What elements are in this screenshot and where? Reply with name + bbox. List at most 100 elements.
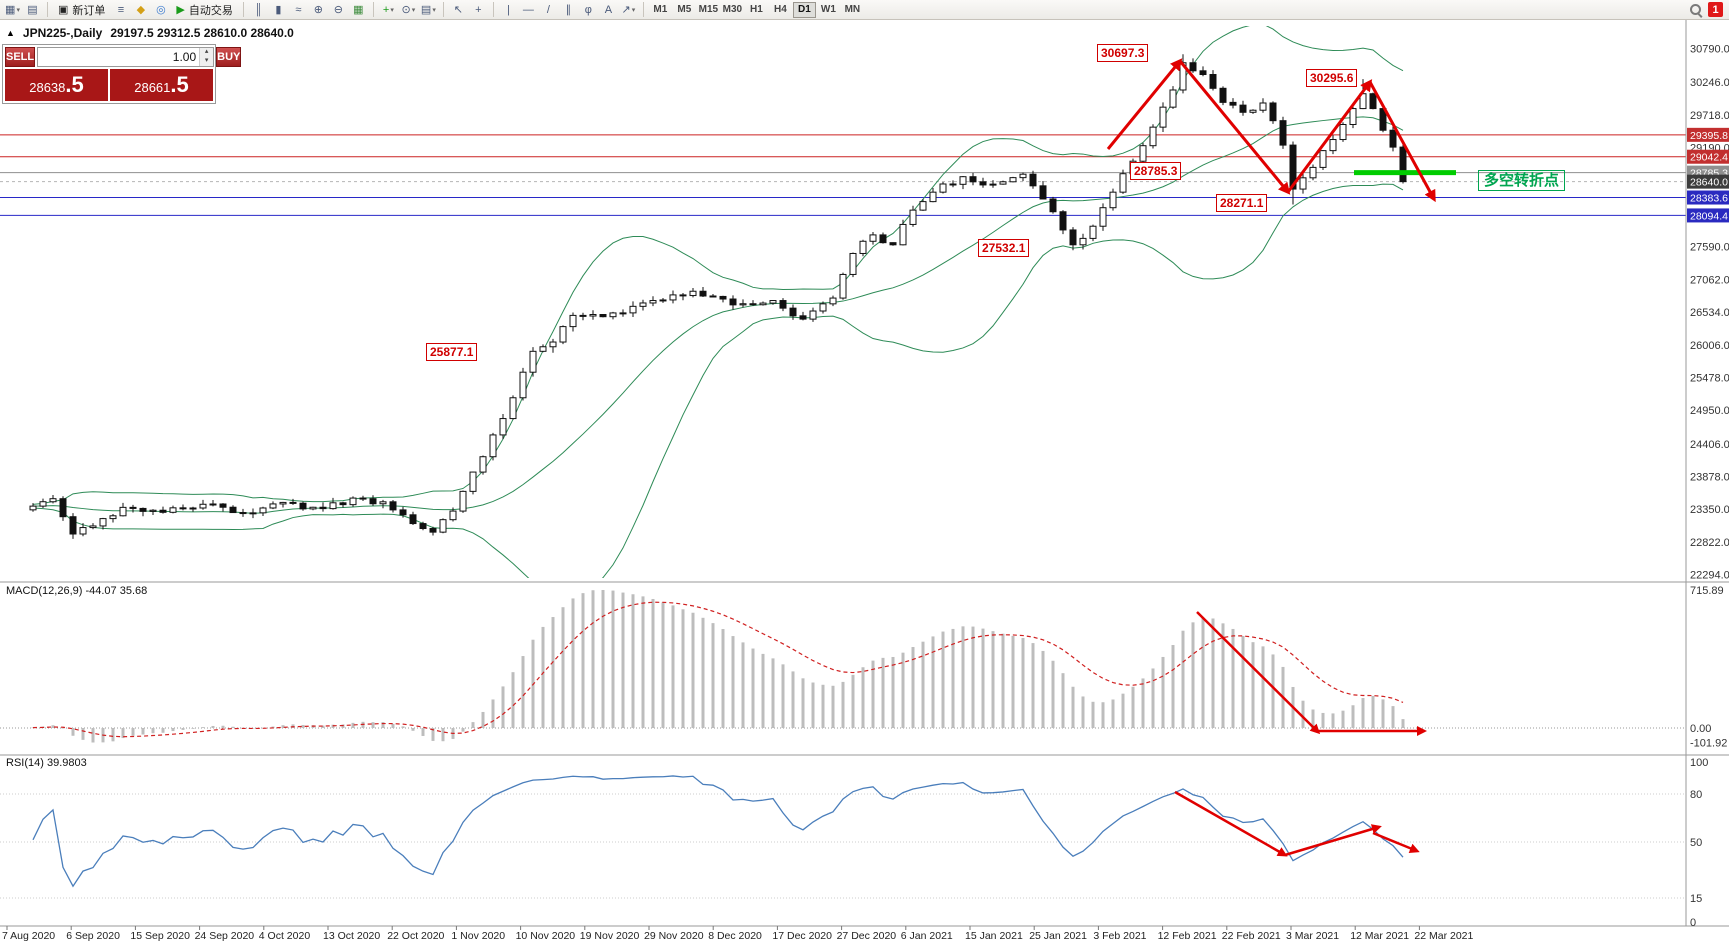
zoom-in-glyph: ⊕ <box>313 4 323 16</box>
periods-glyph: ⊙ <box>401 4 411 16</box>
date-label: 19 Nov 2020 <box>580 930 640 942</box>
arrows-tool-icon[interactable]: ↗ ▾ <box>619 1 638 18</box>
notification-badge[interactable]: 1 <box>1708 2 1723 17</box>
toolbar-separator <box>442 2 444 17</box>
autotrading-button[interactable]: ▶ 自动交易 <box>171 1 237 18</box>
metaeditor-icon[interactable]: ◆ <box>131 1 150 18</box>
fibonacci-tool-icon[interactable]: φ <box>579 1 598 18</box>
swing-price-annotation[interactable]: 28785.3 <box>1130 162 1182 180</box>
symbol-ohlc: 29197.5 29312.5 28610.0 28640.0 <box>110 26 294 40</box>
timeframe-mn-button[interactable]: MN <box>844 4 861 15</box>
price-tick-label: 23350.0 <box>1690 504 1729 516</box>
swing-price-annotation[interactable]: 28271.1 <box>1216 194 1268 212</box>
price-axis-chip-label: 28640.0 <box>1690 177 1728 189</box>
candlestick-mode-icon[interactable]: ▮ <box>269 1 288 18</box>
date-label: 27 Dec 2020 <box>837 930 897 942</box>
price-trend-arrow[interactable] <box>1286 79 1373 193</box>
price-axis-chip-label: 29395.8 <box>1690 130 1728 142</box>
templates-caret-icon[interactable]: ▾ <box>432 6 436 14</box>
zoom-out-icon[interactable]: ⊖ <box>329 1 348 18</box>
crosshair-icon[interactable]: + <box>469 1 488 18</box>
bollinger-middle-band <box>32 116 1404 514</box>
templates-icon[interactable]: ▤ ▾ <box>419 1 438 18</box>
swing-price-annotation[interactable]: 30697.3 <box>1097 44 1149 62</box>
price-axis-chip <box>1687 149 1729 164</box>
chart-canvas[interactable]: 30790.030246.029718.029190.027590.027062… <box>0 20 1729 946</box>
collapse-trade-panel-icon[interactable]: ▲ <box>6 28 15 38</box>
rsi-trend-arrow[interactable] <box>1174 790 1288 857</box>
buy-price-main: 28661 <box>134 80 171 95</box>
new-chart-caret-icon[interactable]: ▾ <box>16 6 20 14</box>
date-label: 6 Sep 2020 <box>66 930 120 942</box>
date-label: 6 Jan 2021 <box>901 930 953 942</box>
price-tick-label: 30790.0 <box>1690 44 1729 56</box>
date-label: 3 Feb 2021 <box>1093 930 1146 942</box>
timeframe-h4-button[interactable]: H4 <box>773 4 787 15</box>
horizontal-line-tool-icon[interactable]: — <box>519 1 538 18</box>
price-tick-label: 24950.0 <box>1690 405 1729 417</box>
sell-button[interactable]: SELL <box>5 47 36 67</box>
vertical-line-tool-icon[interactable]: | <box>499 1 518 18</box>
price-trend-arrow[interactable] <box>1178 60 1291 195</box>
price-tick-label: 23878.0 <box>1690 472 1729 484</box>
tile-windows-icon[interactable]: ▦ <box>349 1 368 18</box>
buy-price-big-digit: .5 <box>170 72 189 97</box>
swing-price-annotation[interactable]: 25877.1 <box>426 343 478 361</box>
strategy-tester-icon[interactable]: ◎ <box>151 1 170 18</box>
buy-button[interactable]: BUY <box>216 47 242 67</box>
autotrading-glyph: ▶ <box>176 4 185 16</box>
volume-field: ▴ ▾ <box>37 47 215 67</box>
macd-trend-arrow[interactable] <box>1196 611 1321 735</box>
rsi-trend-arrow[interactable] <box>1372 831 1420 853</box>
fibonacci-tool-glyph: φ <box>584 3 592 16</box>
rsi-trend-arrow[interactable] <box>1284 824 1382 857</box>
line-chart-mode-icon[interactable]: ≈ <box>289 1 308 18</box>
volume-input[interactable] <box>38 48 200 66</box>
cursor-icon[interactable]: ↖ <box>449 1 468 18</box>
swing-price-annotation[interactable]: 27532.1 <box>978 239 1030 257</box>
timeframe-w1-button[interactable]: W1 <box>820 4 836 15</box>
turning-point-label[interactable]: 多空转折点 <box>1478 170 1566 191</box>
volume-increase-button[interactable]: ▴ <box>200 48 214 57</box>
price-axis-chip <box>1687 127 1729 142</box>
timeframe-m30-button[interactable]: M30 <box>722 4 743 15</box>
one-click-trading-panel: SELL ▴ ▾ BUY 28638.5 28661.5 <box>2 44 242 104</box>
buy-price-button[interactable]: 28661.5 <box>110 69 213 101</box>
timeframe-m5-button[interactable]: M5 <box>677 4 692 15</box>
volume-decrease-button[interactable]: ▾ <box>200 57 214 66</box>
new-order-button[interactable]: ▣ 新订单 <box>53 1 110 18</box>
price-trend-arrow[interactable] <box>1368 81 1436 203</box>
timeframe-m15-button[interactable]: M15 <box>698 4 719 15</box>
bar-chart-mode-icon[interactable]: ║ <box>249 1 268 18</box>
trendline-tool-icon[interactable]: / <box>539 1 558 18</box>
timeframe-h1-button[interactable]: H1 <box>749 4 763 15</box>
market-watch-icon[interactable]: ≡ <box>111 1 130 18</box>
strategy-tester-glyph: ◎ <box>156 4 166 16</box>
zoom-in-icon[interactable]: ⊕ <box>309 1 328 18</box>
price-tick-label: 22822.0 <box>1690 537 1729 549</box>
periods-caret-icon[interactable]: ▾ <box>411 6 416 14</box>
new-chart-icon[interactable]: ▦ ▾ <box>3 1 22 18</box>
arrows-tool-caret-icon[interactable]: ▾ <box>631 6 636 14</box>
indicators-caret-icon[interactable]: ▾ <box>390 6 394 14</box>
macd-tick-label: 0.00 <box>1690 723 1711 735</box>
rsi-tick-label: 15 <box>1690 893 1702 905</box>
timeframe-d1-button[interactable]: D1 <box>792 1 816 18</box>
periods-icon[interactable]: ⊙ ▾ <box>399 1 418 18</box>
price-trend-arrow[interactable] <box>1106 58 1183 150</box>
indicators-icon[interactable]: + ▾ <box>379 1 398 18</box>
date-label: 17 Dec 2020 <box>772 930 832 942</box>
toolbar-separator <box>47 2 48 17</box>
timeframe-m1-button[interactable]: M1 <box>653 4 668 15</box>
price-tick-label: 30246.0 <box>1690 77 1729 89</box>
date-label: 22 Oct 2020 <box>387 930 444 942</box>
channel-tool-icon[interactable]: ∥ <box>559 1 578 18</box>
swing-price-annotation[interactable]: 30295.6 <box>1306 69 1358 87</box>
sell-price-button[interactable]: 28638.5 <box>5 69 108 101</box>
text-tool-icon[interactable]: A <box>599 1 618 18</box>
macd-tick-label: 715.89 <box>1690 585 1724 597</box>
search-icon[interactable] <box>1689 3 1703 17</box>
date-label: 1 Nov 2020 <box>451 930 505 942</box>
rsi-tick-label: 0 <box>1690 917 1696 929</box>
chart-profiles-icon[interactable]: ▤ <box>23 1 42 18</box>
